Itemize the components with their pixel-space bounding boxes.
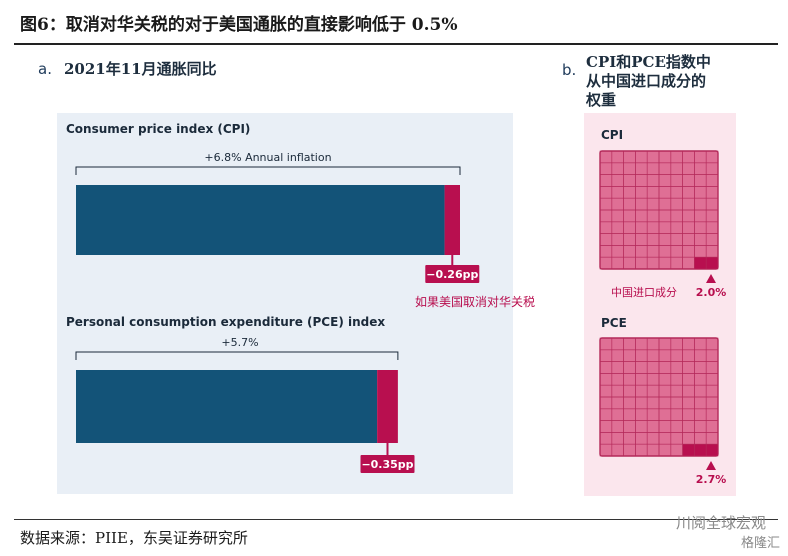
pce-series-label: Personal consumption expenditure (PCE) i… bbox=[66, 315, 385, 329]
pce-total-label: +5.7% bbox=[221, 336, 258, 349]
pce-grid-label: PCE bbox=[601, 316, 627, 330]
watermark-bottom: 格隆汇 bbox=[740, 536, 780, 551]
cpi-total-label: +6.8% Annual inflation bbox=[204, 151, 331, 164]
cpi-tariff-label: −0.26pp bbox=[426, 268, 478, 281]
cpi-grid-caption: 中国进口成分 bbox=[611, 286, 677, 299]
cpi-share-arrow bbox=[706, 274, 716, 283]
pce-tariff-tag bbox=[360, 455, 415, 473]
watermark-top: 川阅全球宏观 bbox=[675, 514, 766, 532]
cpi-series-label: Consumer price index (CPI) bbox=[66, 122, 250, 136]
grid-cell bbox=[682, 443, 695, 457]
panel-b-title-line-2: 从中国进口成分的 bbox=[586, 72, 707, 90]
pce-tariff-segment bbox=[377, 370, 398, 443]
panel-b-title: CPI和PCE指数中 从中国进口成分的 权重 bbox=[586, 53, 711, 110]
panel-b-title-line-3: 权重 bbox=[586, 91, 617, 109]
cpi-total-bracket bbox=[75, 166, 461, 175]
bottom-rule bbox=[14, 519, 778, 520]
cpi-bar bbox=[76, 185, 445, 255]
panel-b-letter: b. bbox=[562, 61, 577, 79]
panel-b-title-line-1: CPI和PCE指数中 bbox=[586, 53, 711, 71]
pce-share-arrow bbox=[706, 461, 716, 470]
grid-cell bbox=[705, 256, 719, 270]
panel-a-letter: a. bbox=[38, 60, 52, 78]
pce-share-label: 2.7% bbox=[696, 473, 727, 486]
grid-cell bbox=[694, 443, 707, 457]
figure-title: 图6：取消对华关税的对于美国通胀的直接影响低于 0.5% bbox=[20, 15, 458, 35]
top-rule bbox=[14, 43, 778, 45]
grid-cell bbox=[694, 256, 707, 270]
cpi-tariff-note: 如果美国取消对华关税 bbox=[415, 294, 535, 309]
panel-a-title: 2021年11月通胀同比 bbox=[64, 60, 217, 78]
pce-bar bbox=[76, 370, 378, 443]
cpi-grid-label: CPI bbox=[601, 128, 623, 142]
cpi-tariff-tag bbox=[425, 265, 480, 283]
pce-weight-grid bbox=[599, 337, 719, 457]
source-note: 数据来源：PIIE，东吴证券研究所 bbox=[20, 529, 248, 547]
cpi-share-label: 2.0% bbox=[696, 286, 727, 299]
grid-cell bbox=[705, 443, 719, 457]
cpi-weight-grid bbox=[599, 150, 719, 270]
pce-total-bracket bbox=[75, 351, 399, 360]
cpi-tariff-segment bbox=[444, 185, 460, 255]
pce-tariff-label: −0.35pp bbox=[361, 458, 413, 471]
